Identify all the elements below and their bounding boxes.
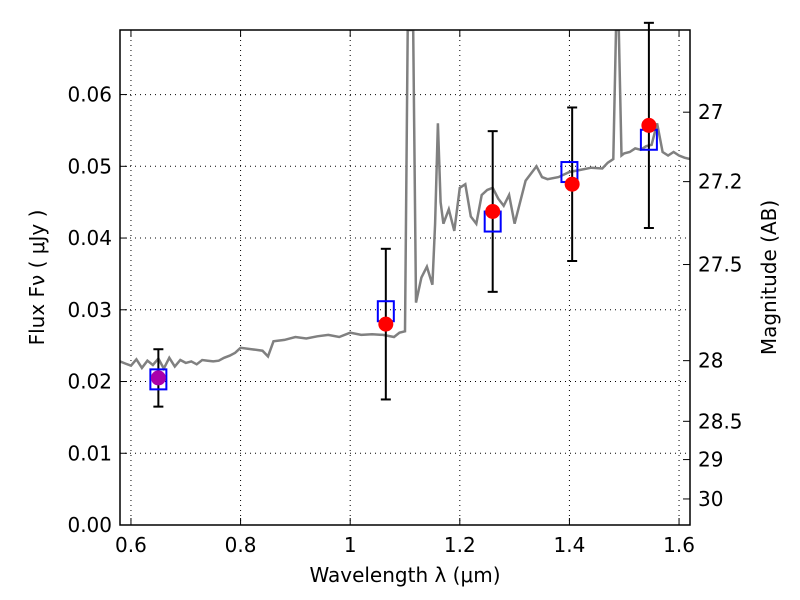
observed-point: [150, 370, 166, 386]
observed-point: [485, 204, 501, 219]
right-tick-label: 28.5: [698, 409, 743, 433]
x-tick-label: 1.2: [444, 533, 476, 557]
right-tick-label: 27.2: [698, 170, 743, 194]
y-tick-label: 0.02: [67, 370, 112, 394]
x-tick-label: 1.4: [554, 533, 586, 557]
observed-point: [564, 176, 580, 192]
plot-frame: [119, 29, 691, 526]
ticks-layer: 0.6 0.8 1 1.2 1.4 1.6 0.00 0.01 0.02 0.03 0.04 0.05…: [67, 30, 743, 557]
right-tick-label: 30: [698, 487, 723, 511]
y-tick-label: 0.04: [67, 226, 112, 250]
x-tick-label: 1.6: [663, 533, 695, 557]
right-axis-label: Magnitude (AB): [757, 200, 781, 355]
y-tick-label: 0.03: [67, 298, 112, 322]
x-tick-label: 0.6: [115, 533, 147, 557]
observed-point: [641, 117, 657, 133]
right-tick-label: 27.5: [698, 253, 743, 277]
x-axis-label: Wavelength λ (μm): [309, 563, 500, 587]
model-square: [149, 368, 168, 391]
spectrum-line: [120, 30, 690, 372]
y-tick-label: 0.01: [67, 441, 112, 465]
x-tick-label: 1: [344, 533, 357, 557]
y-tick-label: 0.05: [67, 154, 112, 178]
observed-point: [378, 316, 394, 332]
y-tick-label: 0.06: [67, 83, 112, 107]
y-tick-label: 0.00: [67, 513, 112, 537]
right-tick-label: 28: [698, 349, 723, 373]
series-layer: [120, 21, 690, 408]
right-tick-label: 29: [698, 448, 723, 472]
right-tick-label: 27: [698, 100, 723, 124]
x-tick-label: 0.8: [225, 533, 257, 557]
y-axis-label: Flux Fν ( μJy ): [25, 210, 49, 346]
